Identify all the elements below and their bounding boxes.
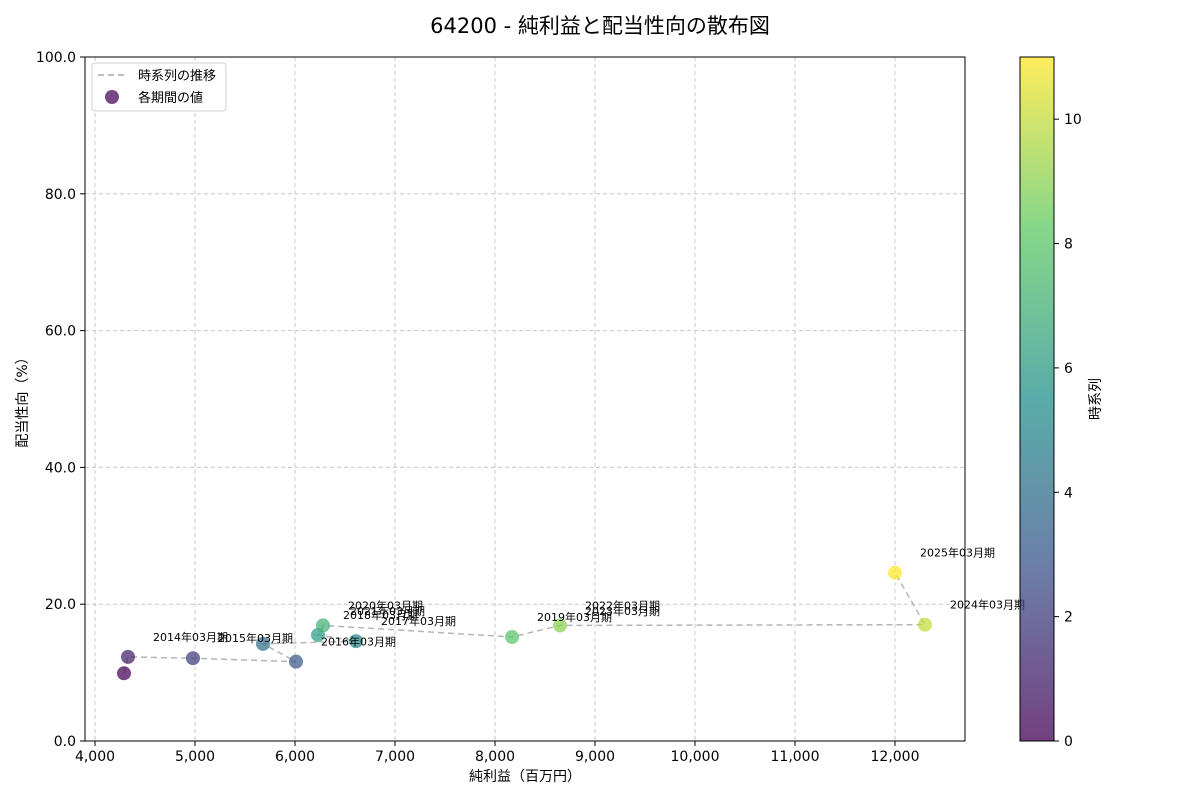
colorbar-tick-label: 2 [1064, 610, 1073, 626]
data-point [289, 654, 303, 669]
data-point [316, 618, 330, 633]
plot-frame [84, 56, 966, 742]
colorbar-tick-label: 6 [1064, 361, 1073, 377]
x-tick-label: 10,000 [671, 749, 720, 765]
chart-title: 64200 - 純利益と配当性向の散布図 [430, 14, 770, 38]
y-tick-label: 100.0 [36, 50, 76, 66]
x-tick-label: 8,000 [475, 749, 515, 765]
legend-box [91, 62, 227, 112]
x-tick-label: 12,000 [871, 749, 920, 765]
y-tick-label: 60.0 [45, 324, 76, 340]
data-point [553, 618, 567, 633]
point-layer [117, 565, 932, 681]
colorbar-tick-label: 4 [1064, 485, 1073, 501]
point-label: 2017年03月期 [381, 614, 456, 628]
x-tick-label: 5,000 [175, 749, 215, 765]
colorbar-bar [1019, 56, 1055, 742]
data-point [505, 630, 519, 645]
trend-line [123, 572, 927, 674]
x-axis: 4,000 5,000 6,000 7,000 8,000 9,000 10,000 11,0… [75, 741, 920, 765]
colorbar-label: 時系列 [1088, 378, 1104, 420]
data-point [888, 565, 902, 580]
y-axis-label: 配当性向（%） [15, 350, 31, 447]
legend-label: 各期間の値 [138, 90, 203, 106]
colorbar-tick-label: 0 [1064, 734, 1073, 750]
y-axis: 0.0 20.0 40.0 60.0 80.0 100.0 [36, 50, 85, 750]
x-tick-label: 6,000 [275, 749, 315, 765]
legend-marker-swatch [105, 90, 119, 104]
data-point [918, 617, 932, 632]
x-tick-label: 7,000 [375, 749, 415, 765]
point-label: 2016年03月期 [321, 635, 396, 649]
x-tick-label: 9,000 [575, 749, 615, 765]
point-label: 2020年03月期 [348, 598, 423, 612]
x-axis-label: 純利益（百万円） [469, 769, 581, 785]
data-point [349, 634, 363, 649]
y-tick-label: 0.0 [54, 734, 76, 750]
point-label: 2021年03月期 [350, 604, 425, 618]
colorbar-tick-label: 8 [1064, 237, 1073, 253]
data-point [117, 666, 131, 681]
legend-label: 時系列の推移 [138, 69, 216, 84]
y-tick-label: 40.0 [45, 460, 76, 476]
point-label: 2014年03月期 [153, 630, 228, 644]
x-tick-label: 4,000 [75, 749, 115, 765]
point-label: 2015年03月期 [218, 631, 293, 645]
data-point [256, 636, 270, 651]
point-label: 2022年03月期 [585, 598, 660, 612]
point-label: 2018年03月期 [343, 608, 418, 622]
data-point [186, 651, 200, 666]
y-tick-label: 20.0 [45, 597, 76, 613]
point-label: 2025年03月期 [920, 546, 995, 560]
point-label: 2024年03月期 [950, 598, 1025, 612]
grid [85, 57, 965, 741]
data-point [121, 649, 135, 664]
colorbar-tick-label: 10 [1064, 112, 1082, 128]
y-tick-label: 80.0 [45, 187, 76, 203]
colorbar: 0 2 4 6 8 10 時系列 [1019, 56, 1104, 750]
point-label: 2019年03月期 [537, 610, 612, 624]
point-label: 2023年03月期 [585, 604, 660, 618]
trend-line-layer [123, 572, 927, 674]
x-tick-label: 11,000 [771, 749, 820, 765]
